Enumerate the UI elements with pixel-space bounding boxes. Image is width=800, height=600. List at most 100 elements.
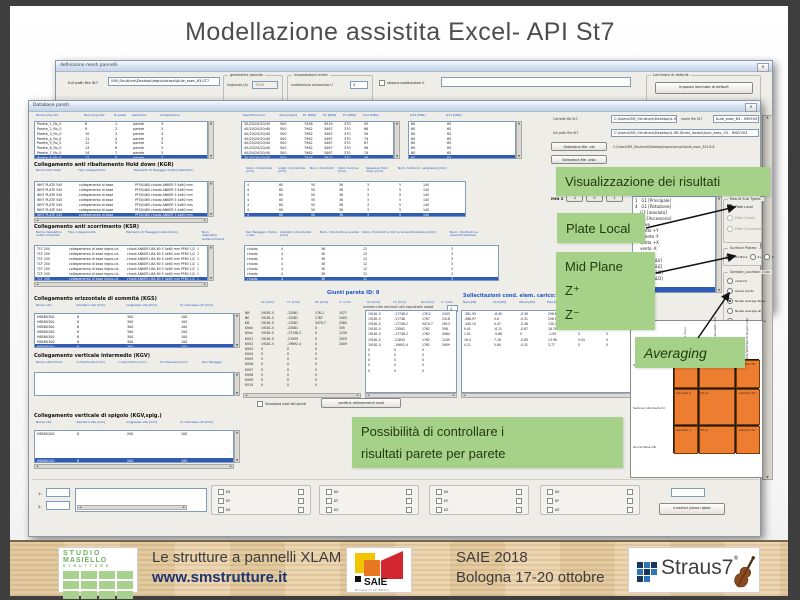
sblocca-checkbox[interactable] <box>379 80 385 86</box>
table-row[interactable]: KV01 19181.5 -21939 0 2503 <box>243 336 361 341</box>
kgvsp-hscroll[interactable]: ◄ ► <box>34 464 234 469</box>
table-row[interactable]: TCF 200 collegamento di base legno-cls chi… <box>35 246 207 251</box>
table-row[interactable]: chiodo 4 36 12 3 <box>245 256 498 261</box>
table-row[interactable]: 30/20/20/20/30 500 7456 3910 370 55 <box>242 122 393 127</box>
ksr-left-vscroll[interactable]: ▲ ▼ <box>208 245 214 281</box>
table-row[interactable]: vento +X <box>633 239 715 245</box>
table-row[interactable]: 60 65 <box>409 151 515 156</box>
suddivisione-input[interactable]: 5 <box>350 81 368 89</box>
radio-icon[interactable] <box>727 288 733 294</box>
table-row[interactable]: HBS8X300 8 300 100 <box>35 329 233 334</box>
table-row[interactable]: 4 60 50 36 3 5 140 <box>245 202 465 207</box>
table-row[interactable]: KV10 0 0 0 <box>243 383 361 388</box>
table-row[interactable]: 4 G1 [Rotazione] <box>633 203 715 209</box>
table-row[interactable]: WHT PLATE 540 collegamento di base PF50/46… <box>35 202 207 207</box>
table-row[interactable]: 60 65 <box>409 122 515 127</box>
scroll-up-icon[interactable]: ▲ <box>395 121 399 125</box>
panel-cell[interactable]: sub-dom 2 <box>674 388 698 426</box>
table-row[interactable]: 4 60 50 36 3 5 140 <box>245 207 465 212</box>
table-row[interactable]: 0 0 0 <box>366 363 456 368</box>
table-row[interactable]: 40/20/20/20/40 500 7962 3467 370 67 <box>242 141 393 146</box>
table-row[interactable]: chiodo 4 36 12 3 <box>245 246 498 251</box>
table-row[interactable]: 4.11 5.84 -0.31 3.77 0 0 <box>462 342 640 347</box>
scroll-left-icon[interactable]: ◄ <box>36 464 39 468</box>
scroll-left-icon[interactable]: ◄ <box>79 505 82 509</box>
checkbox[interactable] <box>218 489 224 495</box>
table-row[interactable]: HBS8X300 8 300 100 <box>35 319 233 324</box>
table-row[interactable]: HBS6X300 6 300 100 <box>35 334 233 339</box>
kgv-table[interactable] <box>34 372 234 396</box>
kgr-left-vscroll[interactable]: ▲ ▼ <box>208 181 214 217</box>
checkbox[interactable] <box>516 498 522 504</box>
radio-icon[interactable] <box>727 308 733 314</box>
scroll-down-icon[interactable]: ▼ <box>235 458 239 462</box>
radio-icon[interactable] <box>727 298 733 304</box>
table-row[interactable]: neve <box>633 221 715 227</box>
scroll-up-icon[interactable]: ▲ <box>517 121 521 125</box>
coord2-table[interactable]: 19181.5 -17748.2 176.2 2433 19181.5 -17748 176… <box>365 310 457 393</box>
lam2-vscroll[interactable]: ▲ ▼ <box>516 121 522 159</box>
table-row[interactable]: G2 [Accessorio] <box>633 215 715 221</box>
checkbox[interactable] <box>547 507 553 513</box>
scroll-up-icon[interactable]: ▲ <box>235 313 239 317</box>
nome-file-input[interactable]: Aule_esec_63 - IM05V03 <box>713 115 759 123</box>
kgs-vscroll[interactable]: ▲ ▼ <box>234 313 240 348</box>
studio-masiello-logo[interactable]: STUDIO MASIELLO STRUTTURE <box>58 547 138 599</box>
table-row[interactable]: 19181.5 -21630 1762 1245 <box>366 337 456 342</box>
radio-plate-local[interactable]: Plate Local <box>727 204 761 210</box>
table-row[interactable]: KB 19181.5 -12581 3474.7 2580 <box>243 320 361 325</box>
table-row[interactable]: HBS8X200 8 200 100 <box>35 431 233 436</box>
scroll-up-icon[interactable]: ▲ <box>209 245 213 249</box>
kgv-vscroll[interactable]: ▲ ▼ <box>234 372 240 396</box>
window1-titlebar[interactable]: definizione mesh pannelli <box>56 61 772 72</box>
table-row[interactable]: WHT PLATE 540 collegamento di base PF50/46… <box>35 192 207 197</box>
piano-rigido-input[interactable] <box>671 488 705 497</box>
table-row[interactable]: TCF 200 collegamento di base legno-cls chi… <box>35 261 207 266</box>
table-row[interactable]: WHT PLATE 540 collegamento di base PF50/46… <box>35 182 207 187</box>
visualizza-nodi-row[interactable]: Visualizza nodi dei giunti <box>257 401 306 407</box>
checkbox[interactable] <box>436 498 442 504</box>
props-vscroll[interactable]: ▲ ▼ <box>208 121 214 159</box>
table-row[interactable]: chiodo 4 36 12 3 <box>245 261 498 266</box>
radio-icon[interactable] <box>749 254 756 260</box>
radio-icon[interactable] <box>763 254 770 260</box>
table-row[interactable]: 19181.5 -17748 1767 2518 <box>366 316 456 321</box>
coord1-hscroll[interactable]: ◄ ► <box>243 393 361 398</box>
row1-input[interactable] <box>46 488 70 497</box>
checkbox[interactable] <box>516 489 522 495</box>
table-row[interactable]: KV02 19181.5 -19692.4 0 2409 <box>243 341 361 346</box>
scroll-down-icon[interactable]: ▼ <box>209 154 213 158</box>
lam-table[interactable]: 30/20/20/20/30 500 7456 3910 370 55 40/20/20/2… <box>241 121 394 159</box>
table-row[interactable]: NE 19181.5 -12581 1767 2405 <box>243 315 361 320</box>
saie-logo[interactable]: SAIE Bologna 17 20 Ottobre <box>346 547 412 593</box>
table-row[interactable]: 0 0 0 <box>366 368 456 373</box>
footer-website-link[interactable]: www.smstrutture.it <box>152 569 288 586</box>
table-row[interactable]: Parete_6_flo_0 13 6 parete 3 <box>35 146 207 151</box>
radio-plate-global[interactable]: Plate Global <box>727 215 761 221</box>
scroll-up-icon[interactable]: ▲ <box>209 121 213 125</box>
checkbox[interactable] <box>627 489 633 495</box>
lam-vscroll[interactable]: ▲ ▼ <box>394 121 400 159</box>
scroll-left-icon[interactable]: ◄ <box>245 393 248 397</box>
checkbox[interactable] <box>298 507 304 513</box>
table-row[interactable]: 19181.5 -19692.4 1762 2609 <box>366 342 456 347</box>
table-row[interactable]: TCF 200 collegamento di base legno-cls chi… <box>35 251 207 256</box>
table-row[interactable]: 12 vento -Y <box>633 233 715 239</box>
table-row[interactable]: KVdx 19181.5 -23581 0 355 <box>243 326 361 331</box>
ksr-left-table[interactable]: TCF 200 collegamento di base legno-cls chi… <box>34 245 208 281</box>
checkbox[interactable] <box>436 507 442 513</box>
window1-close-icon[interactable]: ✕ <box>757 63 769 72</box>
sblocca-row[interactable]: sblocca suddivisione U <box>379 80 424 86</box>
table-row[interactable]: Parete_7_flo_0 14 7 parete 3 <box>35 151 207 156</box>
radio-icon[interactable] <box>727 226 733 232</box>
table-row[interactable]: 0 0 0 <box>366 347 456 352</box>
scroll-up-icon[interactable]: ▲ <box>235 372 239 376</box>
ksr-left-hscroll[interactable]: ◄ ► <box>34 282 208 287</box>
checkbox[interactable] <box>326 498 332 504</box>
scroll-up-icon[interactable]: ▲ <box>717 196 721 200</box>
scroll-left-icon[interactable]: ◄ <box>367 393 370 397</box>
seleziona-xlsb-button[interactable]: Seleziona file .xlsb <box>551 155 607 164</box>
table-row[interactable]: NB 19181.5 -12581 176.2 1077 <box>243 310 361 315</box>
visualizza-nodi-checkbox[interactable] <box>257 401 263 407</box>
table-row[interactable]: Parete_4_flo_0 11 4 parete 3 <box>35 136 207 141</box>
